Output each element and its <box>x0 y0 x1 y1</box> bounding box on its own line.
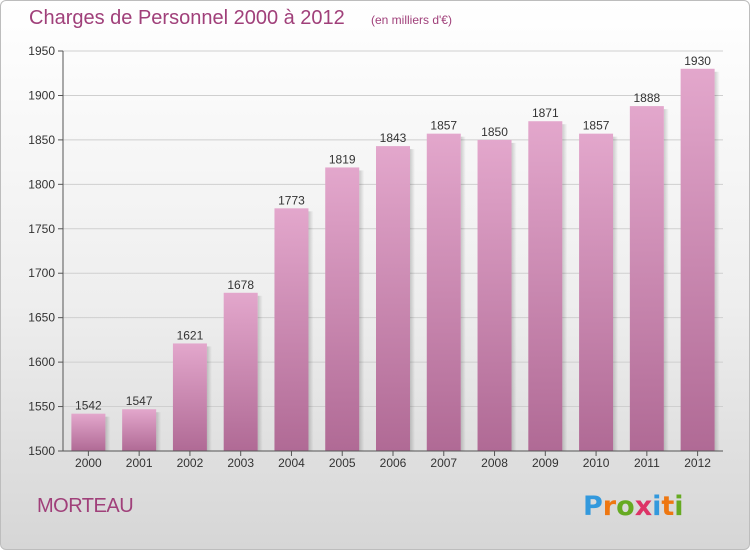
y-tick-label: 1550 <box>28 400 55 414</box>
x-tick-label: 2010 <box>583 456 610 470</box>
x-tick-label: 2006 <box>380 456 407 470</box>
bar-shadow <box>156 412 162 451</box>
x-tick-label: 2009 <box>532 456 559 470</box>
data-label: 1888 <box>633 91 660 105</box>
logo-letter: o <box>616 491 635 522</box>
bar-2001 <box>122 409 157 451</box>
y-tick-label: 1750 <box>28 222 55 236</box>
data-label: 1857 <box>430 119 457 133</box>
chart-title: Charges de Personnel 2000 à 2012 <box>29 7 345 29</box>
bar-shadow <box>105 416 111 451</box>
y-tick-label: 1700 <box>28 266 55 280</box>
bar-2008 <box>477 139 512 451</box>
data-label: 1547 <box>126 394 153 408</box>
x-tick-label: 2000 <box>75 456 102 470</box>
x-tick-label: 2005 <box>329 456 356 470</box>
proxiti-logo: Proxiti <box>583 491 684 522</box>
x-tick-label: 2012 <box>684 456 711 470</box>
x-tick-label: 2011 <box>634 456 660 470</box>
bar-2003 <box>223 292 258 451</box>
bar-shadow <box>613 136 619 451</box>
x-tick-label: 2001 <box>126 456 153 470</box>
bar-2011 <box>629 106 664 451</box>
logo-letter: t <box>661 491 675 522</box>
bar-2005 <box>325 167 360 451</box>
data-label: 1819 <box>329 152 356 166</box>
logo-letter: i <box>652 491 662 522</box>
logo-letter: i <box>674 491 684 522</box>
bar-shadow <box>562 124 568 451</box>
bar-shadow <box>359 170 365 451</box>
data-label: 1773 <box>278 193 305 207</box>
bar-shadow <box>511 142 517 451</box>
data-label: 1843 <box>380 131 407 145</box>
chart-subtitle: (en milliers d'€) <box>371 13 452 27</box>
bar-shadow <box>308 211 314 451</box>
bar-shadow <box>410 149 415 451</box>
bar-shadow <box>663 109 669 451</box>
data-label: 1678 <box>227 278 254 292</box>
data-label: 1850 <box>481 125 508 139</box>
y-tick-label: 1650 <box>28 311 55 325</box>
y-tick-label: 1850 <box>28 133 55 147</box>
bar-shadow <box>206 346 212 451</box>
bar-2002 <box>172 343 207 451</box>
data-label: 1871 <box>532 106 559 120</box>
bar-2006 <box>376 146 410 451</box>
x-tick-label: 2003 <box>227 456 254 470</box>
x-tick-label: 2002 <box>177 456 204 470</box>
y-tick-label: 1500 <box>28 444 55 458</box>
bar-2010 <box>579 133 614 451</box>
bar-2004 <box>274 208 309 451</box>
logo-letter: r <box>602 491 617 522</box>
x-tick-label: 2007 <box>430 456 457 470</box>
bar-shadow <box>714 71 720 452</box>
y-tick-label: 1600 <box>28 355 55 369</box>
x-tick-label: 2004 <box>278 456 305 470</box>
data-label: 1542 <box>75 399 102 413</box>
bar-2009 <box>528 121 563 451</box>
bar-2012 <box>680 68 715 452</box>
y-tick-label: 1950 <box>28 44 55 58</box>
y-tick-label: 1800 <box>28 177 55 191</box>
bar-2007 <box>426 133 461 451</box>
logo-letter: P <box>583 491 603 522</box>
town-name: MORTEAU <box>37 495 134 517</box>
data-label: 1930 <box>684 54 711 68</box>
bar-2000 <box>71 413 106 451</box>
y-tick-label: 1900 <box>28 88 55 102</box>
data-label: 1857 <box>583 119 610 133</box>
bar-shadow <box>257 295 263 451</box>
logo-letter: x <box>634 491 653 522</box>
bar-shadow <box>460 136 466 451</box>
data-label: 1621 <box>177 328 204 342</box>
x-tick-label: 2008 <box>481 456 508 470</box>
